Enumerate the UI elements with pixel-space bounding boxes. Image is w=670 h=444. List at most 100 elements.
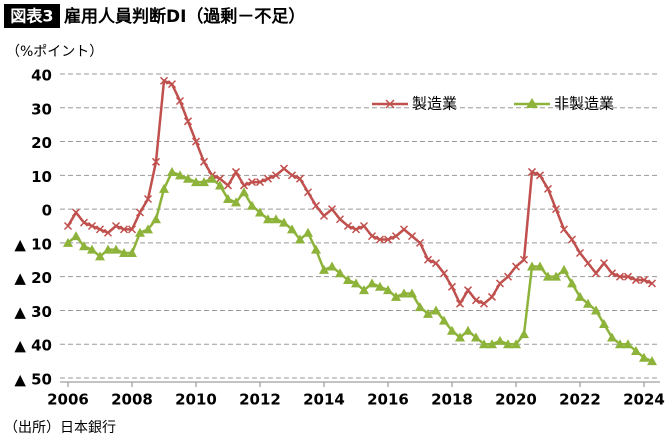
marker xyxy=(543,184,553,193)
marker xyxy=(127,225,137,234)
marker xyxy=(103,244,113,254)
y-tick-label: ▲ 20 xyxy=(14,269,52,287)
y-tick-label: ▲ 10 xyxy=(14,235,52,253)
x-tick-label: 2006 xyxy=(47,391,89,409)
marker xyxy=(255,207,265,217)
x-tick-label: 2008 xyxy=(111,391,153,409)
marker xyxy=(551,205,561,214)
marker xyxy=(351,278,361,288)
marker xyxy=(215,174,225,183)
marker xyxy=(415,302,425,312)
x-tick-label: 2016 xyxy=(367,391,409,409)
marker xyxy=(623,339,633,349)
marker xyxy=(463,286,473,295)
marker xyxy=(615,272,625,281)
marker xyxy=(183,117,193,126)
marker xyxy=(487,339,497,349)
marker xyxy=(367,232,377,241)
marker xyxy=(175,170,185,180)
marker xyxy=(207,173,217,183)
marker xyxy=(447,325,457,335)
y-tick-label: 30 xyxy=(31,100,52,118)
marker xyxy=(199,157,209,166)
marker xyxy=(375,235,385,244)
marker xyxy=(599,318,609,328)
legend-label: 製造業 xyxy=(412,95,457,113)
marker xyxy=(407,232,417,241)
marker xyxy=(615,339,625,349)
marker xyxy=(183,173,193,183)
marker xyxy=(279,217,289,227)
marker xyxy=(639,276,649,285)
badge-bg xyxy=(4,4,60,28)
y-tick-label: 10 xyxy=(31,168,52,186)
marker xyxy=(567,278,577,288)
marker xyxy=(535,261,545,271)
marker xyxy=(135,227,145,237)
y-tick-label: ▲ 40 xyxy=(14,337,52,355)
marker xyxy=(495,279,505,288)
marker xyxy=(303,188,313,197)
marker xyxy=(391,232,401,241)
marker xyxy=(583,298,593,308)
chart-title: 雇用人員判断DI（過剰－不足） xyxy=(64,6,305,27)
marker xyxy=(159,183,169,193)
marker xyxy=(159,76,169,85)
marker xyxy=(95,225,105,234)
marker xyxy=(271,171,281,180)
marker xyxy=(519,329,529,339)
marker xyxy=(231,197,241,207)
marker xyxy=(327,205,337,214)
marker xyxy=(479,339,489,349)
marker xyxy=(63,237,73,247)
marker xyxy=(279,164,289,173)
y-tick-label: ▲ 50 xyxy=(14,371,52,389)
marker xyxy=(535,171,545,180)
marker xyxy=(479,299,489,308)
marker xyxy=(575,291,585,301)
marker xyxy=(71,231,81,241)
marker xyxy=(263,214,273,224)
marker xyxy=(583,259,593,268)
marker xyxy=(439,269,449,278)
marker xyxy=(527,261,537,271)
marker xyxy=(415,238,425,247)
marker xyxy=(575,248,585,258)
x-tick-label: 2012 xyxy=(239,391,281,409)
marker xyxy=(143,194,153,204)
marker xyxy=(471,332,481,342)
marker xyxy=(343,275,353,285)
marker xyxy=(223,193,233,203)
marker xyxy=(151,157,161,166)
marker xyxy=(431,259,441,268)
y-tick-label: 0 xyxy=(42,202,52,220)
marker xyxy=(647,356,657,366)
marker xyxy=(591,305,601,315)
x-tick-label: 2014 xyxy=(303,391,345,409)
marker xyxy=(423,255,433,264)
marker xyxy=(319,264,329,274)
marker xyxy=(335,268,345,278)
y-axis-label: （%ポイント） xyxy=(6,44,103,60)
marker xyxy=(431,305,441,315)
legend-marker xyxy=(385,99,395,109)
marker xyxy=(623,272,633,281)
x-tick-label: 2018 xyxy=(431,391,473,409)
marker xyxy=(175,96,185,106)
marker xyxy=(287,171,297,180)
x-tick-label: 2022 xyxy=(559,391,601,409)
marker xyxy=(359,221,369,231)
marker xyxy=(503,339,513,349)
y-tick-label: ▲ 30 xyxy=(14,303,52,321)
y-tick-label: 40 xyxy=(31,67,52,85)
marker xyxy=(455,299,465,308)
marker xyxy=(311,244,321,254)
marker xyxy=(135,208,145,217)
marker xyxy=(495,335,505,345)
marker xyxy=(191,137,201,146)
marker xyxy=(167,80,177,89)
marker xyxy=(399,225,409,234)
marker xyxy=(71,208,81,217)
marker xyxy=(503,272,513,281)
marker xyxy=(127,248,137,258)
